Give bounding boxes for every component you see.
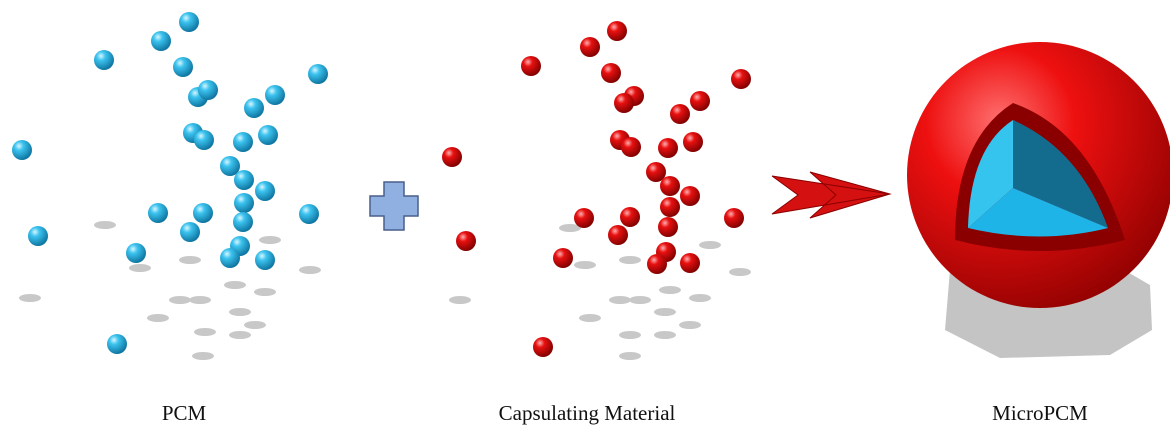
pcm-sphere [180,222,200,242]
sphere-shadow [244,321,266,329]
pcm-sphere [234,170,254,190]
sphere-shadow [194,328,216,336]
sphere-shadow [147,314,169,322]
capsule-sphere [683,132,703,152]
capsule-sphere [620,207,640,227]
pcm-sphere [173,57,193,77]
pcm-sphere [193,203,213,223]
capsule-sphere [442,147,462,167]
pcm-sphere [151,31,171,51]
sphere-shadow [619,331,641,339]
pcm-sphere [299,204,319,224]
sphere-shadow [699,241,721,249]
capsule-sphere [580,37,600,57]
capsule-sphere [601,63,621,83]
capsule-sphere [658,138,678,158]
capsule-sphere [658,217,678,237]
sphere-shadow [19,294,41,302]
capsule-sphere [521,56,541,76]
capsule-sphere [614,93,634,113]
sphere-shadow [94,221,116,229]
pcm-sphere [198,80,218,100]
pcm-sphere [107,334,127,354]
capsulating-label: Capsulating Material [499,401,676,425]
sphere-shadow [619,352,641,360]
capsule-sphere [731,69,751,89]
capsule-sphere [680,186,700,206]
pcm-sphere [255,181,275,201]
pcm-label: PCM [162,401,207,425]
sphere-shadow [169,296,191,304]
sphere-shadow [574,261,596,269]
capsule-sphere [660,176,680,196]
pcm-sphere [265,85,285,105]
sphere-shadow [229,308,251,316]
pcm-sphere [234,193,254,213]
pcm-sphere [94,50,114,70]
spheres [12,12,751,357]
diagram: PCM Capsulating Material MicroPCM [0,0,1170,427]
capsule-sphere [533,337,553,357]
sphere-shadow [229,331,251,339]
capsule-sphere [724,208,744,228]
sphere-shadow [619,256,641,264]
pcm-sphere [12,140,32,160]
pcm-sphere [255,250,275,270]
sphere-shadow [729,268,751,276]
pcm-sphere [233,132,253,152]
capsule-sphere [608,225,628,245]
sphere-shadow [299,266,321,274]
sphere-shadow [579,314,601,322]
capsule-sphere [670,104,690,124]
pcm-sphere [148,203,168,223]
capsule-sphere [680,253,700,273]
capsule-sphere [574,208,594,228]
pcm-sphere [28,226,48,246]
sphere-shadow [129,264,151,272]
capsule-sphere [660,197,680,217]
sphere-shadow [254,288,276,296]
sphere-shadow [179,256,201,264]
capsule-sphere [621,137,641,157]
capsule-sphere [607,21,627,41]
capsule-sphere [690,91,710,111]
pcm-sphere [244,98,264,118]
pcm-sphere [233,212,253,232]
sphere-shadow [609,296,631,304]
sphere-shadow [189,296,211,304]
capsule-sphere [647,254,667,274]
sphere-shadow [629,296,651,304]
sphere-shadow [224,281,246,289]
pcm-sphere [220,248,240,268]
plus-sign [370,182,418,230]
pcm-sphere [179,12,199,32]
sphere-shadow [659,286,681,294]
sphere-shadow [679,321,701,329]
micropcm-label: MicroPCM [992,401,1088,425]
arrow [772,172,890,218]
pcm-sphere [308,64,328,84]
sphere-shadow [449,296,471,304]
pcm-sphere [258,125,278,145]
sphere-shadow [654,331,676,339]
page: {"labels": {"pcm": "PCM", "capsulating":… [0,0,1170,427]
sphere-shadow [192,352,214,360]
pcm-sphere [126,243,146,263]
capsule-sphere [553,248,573,268]
capsule-sphere [456,231,476,251]
sphere-shadow [654,308,676,316]
pcm-sphere [194,130,214,150]
sphere-shadow [259,236,281,244]
sphere-shadow [689,294,711,302]
shadows [19,221,751,360]
